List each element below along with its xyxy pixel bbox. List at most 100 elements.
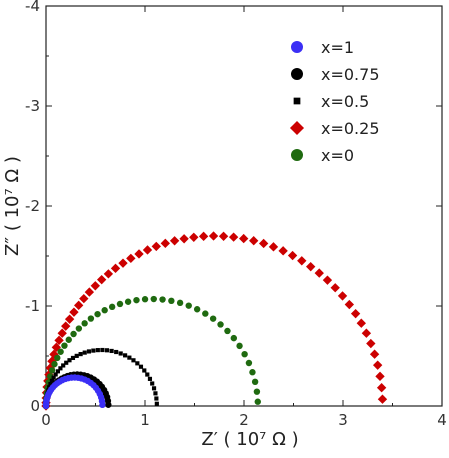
data-point: [202, 310, 209, 317]
axis-ticks: [45, 5, 443, 407]
series-x=0.25: [41, 231, 388, 411]
data-point: [369, 349, 380, 359]
data-point: [153, 391, 158, 396]
legend-marker: [291, 149, 303, 161]
x-tick-label: 1: [140, 411, 150, 429]
data-point: [126, 253, 136, 264]
series-x=1: [42, 374, 106, 410]
data-point: [69, 307, 79, 317]
data-point: [253, 388, 261, 395]
data-point: [54, 335, 64, 345]
data-point: [160, 238, 171, 249]
data-point: [287, 250, 298, 261]
data-point: [127, 355, 132, 360]
x-tick-label: 0: [41, 411, 51, 429]
data-point: [61, 321, 71, 331]
data-point: [176, 299, 184, 307]
data-point: [185, 302, 192, 309]
data-point: [96, 275, 107, 285]
data-point: [356, 318, 366, 328]
data-point: [64, 314, 75, 324]
legend-marker: [293, 97, 301, 105]
data-point: [67, 358, 72, 363]
data-point: [133, 296, 140, 304]
data-point: [168, 297, 175, 305]
legend: x=1 x=0.75 x=0.5 x=0.25 x=0: [289, 38, 380, 165]
data-point: [150, 381, 155, 386]
y-tick-label: -1: [25, 297, 40, 315]
data-point: [228, 232, 239, 242]
data-point: [74, 353, 79, 358]
data-point: [159, 296, 166, 303]
data-point: [124, 298, 132, 305]
data-point: [141, 296, 149, 303]
data-point: [105, 401, 112, 408]
data-point: [236, 342, 243, 350]
data-point: [103, 269, 114, 279]
data-point: [322, 275, 333, 285]
data-point: [55, 369, 60, 374]
data-point: [109, 348, 114, 354]
data-point: [217, 321, 224, 328]
data-point: [377, 394, 388, 404]
data-point: [91, 348, 96, 353]
data-point: [57, 348, 64, 355]
data-point: [135, 361, 140, 366]
data-point: [189, 232, 199, 242]
data-point: [49, 378, 54, 383]
y-tick-label: -3: [25, 97, 40, 115]
data-point: [95, 348, 100, 353]
data-point: [366, 338, 376, 349]
data-point: [64, 360, 69, 365]
data-point: [372, 360, 383, 370]
data-point: [154, 401, 159, 406]
data-point: [114, 349, 119, 355]
data-point: [51, 375, 56, 380]
data-point: [94, 310, 101, 318]
data-point: [118, 258, 128, 268]
data-point: [123, 353, 128, 358]
data-point: [154, 396, 159, 401]
data-point: [70, 330, 77, 338]
y-tick-label: -4: [25, 0, 40, 15]
data-point: [193, 306, 201, 313]
data-point: [86, 349, 92, 354]
data-point: [208, 231, 219, 241]
data-point: [78, 352, 83, 357]
data-point: [58, 366, 63, 371]
data-point: [108, 303, 116, 311]
series-x=0: [42, 295, 261, 410]
data-point: [138, 364, 144, 369]
data-point: [99, 401, 106, 409]
data-point: [100, 347, 105, 353]
data-point: [145, 372, 150, 377]
data-point: [297, 256, 307, 266]
legend-label: x=1: [321, 38, 354, 57]
legend-marker: [289, 120, 305, 136]
data-point: [251, 378, 259, 386]
data-point: [75, 325, 83, 332]
data-point: [48, 367, 56, 374]
data-point: [151, 386, 157, 391]
data-point: [104, 348, 110, 353]
data-point: [150, 295, 157, 303]
data-point: [258, 238, 269, 249]
data-point: [330, 283, 340, 293]
data-point: [142, 245, 153, 255]
data-point: [90, 281, 100, 291]
data-point: [314, 268, 324, 278]
data-point: [134, 249, 144, 259]
data-point: [70, 355, 76, 361]
y-tick-label: -2: [25, 197, 40, 215]
data-point: [179, 234, 189, 244]
data-points: [41, 231, 388, 411]
data-point: [61, 342, 68, 349]
data-point: [101, 307, 108, 314]
x-tick-label: 2: [239, 411, 249, 429]
data-point: [245, 359, 253, 367]
data-point: [118, 351, 123, 356]
data-point: [61, 363, 66, 368]
data-point: [81, 320, 88, 327]
legend-label: x=0: [321, 146, 354, 165]
